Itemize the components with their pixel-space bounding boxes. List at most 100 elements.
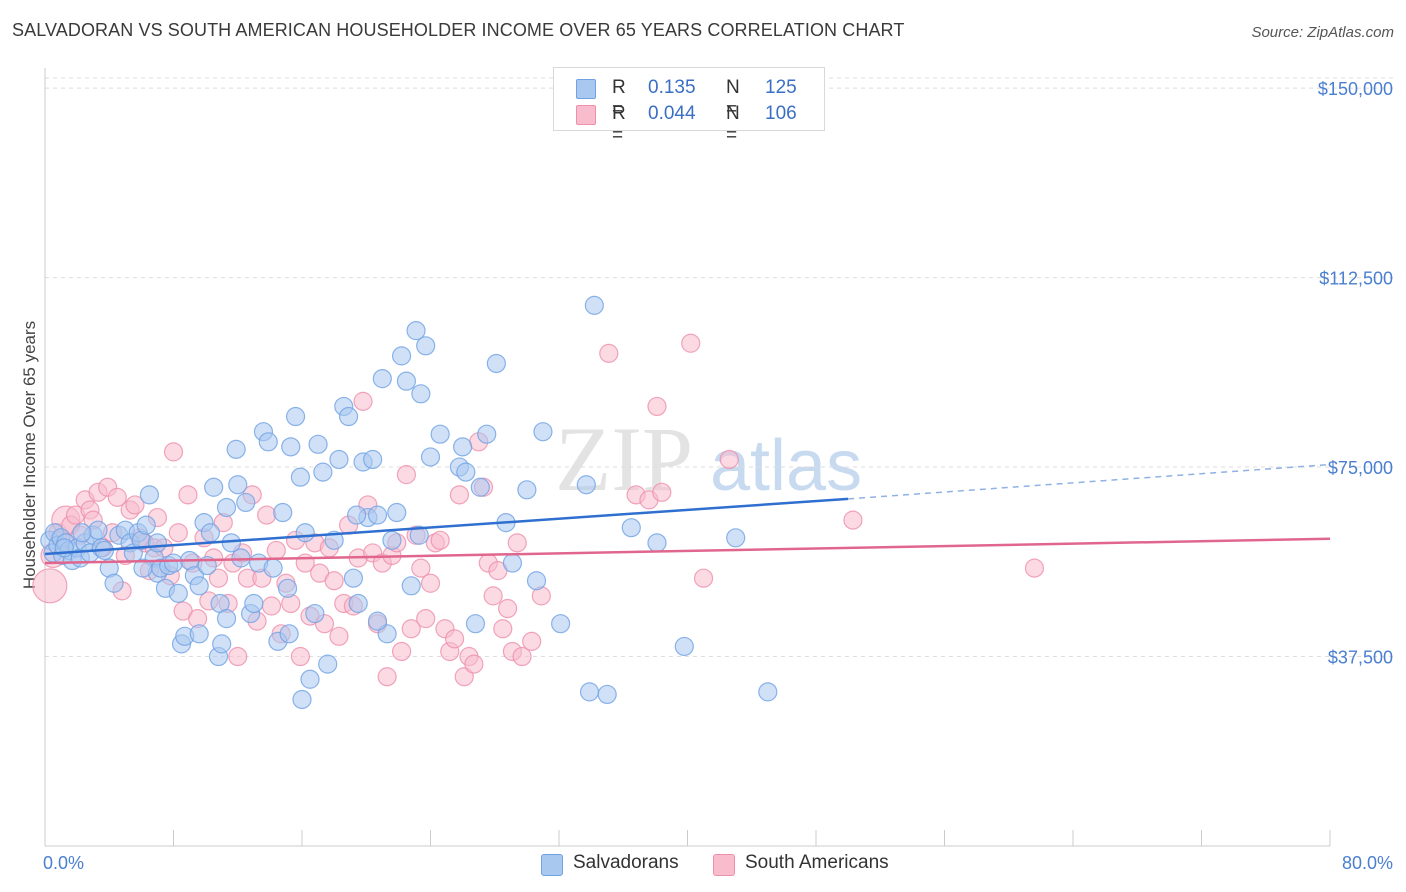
salvadoran-point (533, 422, 553, 442)
salvadoran-point (147, 533, 168, 553)
salvadoran-point (551, 614, 571, 634)
salvadoran-point (576, 475, 596, 495)
salvadoran-point (420, 447, 441, 467)
legend-r-value: 0.044 (648, 103, 696, 124)
south-american-point (493, 619, 513, 639)
salvadoran-point (168, 583, 188, 603)
salvadoran-point (477, 424, 497, 444)
south-american-point (454, 667, 474, 687)
trend-lines (44, 463, 1331, 565)
bottom-legend-label-salvadorans: Salvadorans (573, 852, 679, 873)
salvadoran-point (391, 346, 412, 366)
salvadoran-point (526, 571, 547, 591)
salvadoran-point (189, 624, 209, 644)
salvadoran-point (347, 505, 367, 525)
salvadoran-point (377, 624, 397, 644)
legend-n-value: 106 (765, 103, 797, 124)
bottom-legend-label-south-americans: South Americans (745, 852, 889, 873)
salvadoran-point (318, 654, 338, 674)
south-american-point (681, 333, 701, 353)
south-american-point (353, 391, 373, 411)
south-american-point (522, 631, 542, 651)
salvadoran-point (313, 462, 333, 482)
salvadoran-point (453, 437, 473, 457)
south-american-point (449, 485, 470, 505)
x-tick-label-min: 0.0% (43, 853, 84, 873)
south-american-point (401, 619, 421, 639)
salvadoran-point (502, 553, 523, 573)
south-american-point (391, 641, 412, 662)
salvadoran-point (396, 371, 417, 391)
south-american-point (464, 654, 484, 674)
south-american-point (290, 646, 310, 667)
salvadoran-point (674, 636, 694, 657)
salvadoran-point (758, 682, 778, 702)
salvadoran-point (133, 558, 153, 578)
south-american-point (512, 646, 532, 667)
bottom-legend-swatch-south-americans (713, 854, 735, 876)
south-american-point (430, 530, 450, 550)
south-american-point (416, 609, 436, 629)
south-american-point (647, 396, 667, 417)
salvadoran-point (236, 492, 256, 513)
salvadorans-points (40, 295, 778, 710)
south-american-point (719, 449, 739, 470)
x-tick-label-max: 80.0% (1342, 853, 1393, 873)
south-american-point (652, 482, 672, 502)
salvadoran-point (416, 336, 436, 356)
salvadoran-point (456, 462, 476, 482)
salvadoran-point (409, 525, 429, 545)
south-american-point (329, 626, 349, 646)
legend-swatch-south-americans (576, 105, 596, 125)
south-american-point (163, 442, 184, 462)
salvadoran-point (285, 406, 306, 427)
y-tick-label: $75,000 (1328, 458, 1393, 478)
legend-r-label: R = (612, 103, 626, 146)
south-american-point (599, 343, 619, 363)
south-american-point (32, 568, 68, 604)
salvadoran-point (189, 576, 209, 596)
south-american-point (483, 586, 503, 606)
legend-n-label: N = (726, 103, 740, 146)
axes (44, 68, 1331, 847)
south-american-point (168, 523, 188, 543)
south-american-point (498, 598, 518, 619)
south-american-point (420, 573, 441, 593)
south-american-point (266, 540, 286, 561)
salvadoran-point (486, 353, 506, 374)
salvadoran-point (411, 384, 431, 404)
legend-swatch-salvadorans (576, 79, 596, 99)
south-american-point (125, 495, 145, 515)
salvadoran-point (228, 475, 248, 495)
salvadoran-point (343, 568, 363, 588)
salvadoran-point (281, 437, 301, 457)
salvadoran-point (226, 439, 246, 459)
tick-labels: $37,500 $75,000 $112,500 $150,000 0.0% 80.0% (43, 79, 1393, 873)
salvadoran-point (338, 406, 359, 427)
salvadoran-point (401, 576, 421, 596)
south-american-point (208, 568, 229, 588)
south-american-point (444, 629, 465, 649)
watermark: ZIP atlas (555, 408, 862, 510)
salvadoran-point (584, 295, 604, 315)
y-tick-label: $37,500 (1328, 648, 1393, 668)
salvadoran-point (273, 502, 293, 523)
y-tick-label: $150,000 (1318, 79, 1393, 99)
salvadoran-point (372, 369, 392, 389)
salvadoran-point (163, 553, 184, 573)
bottom-legend-swatch-salvadorans (541, 854, 563, 876)
salvadoran-point (292, 689, 312, 710)
salvadoran-point (290, 467, 310, 487)
salvadoran-point (363, 449, 383, 470)
south-american-point (228, 646, 248, 667)
salvadoran-point (517, 480, 537, 500)
salvadoran-point (258, 432, 278, 452)
salvadoran-point (367, 611, 388, 631)
salvadoran-point (104, 573, 124, 593)
salvadoran-point (72, 523, 92, 543)
salvadoran-point (406, 321, 426, 341)
south-americans-trend-line (44, 537, 1331, 565)
south-american-point (324, 571, 344, 591)
salvadoran-point (308, 434, 328, 454)
